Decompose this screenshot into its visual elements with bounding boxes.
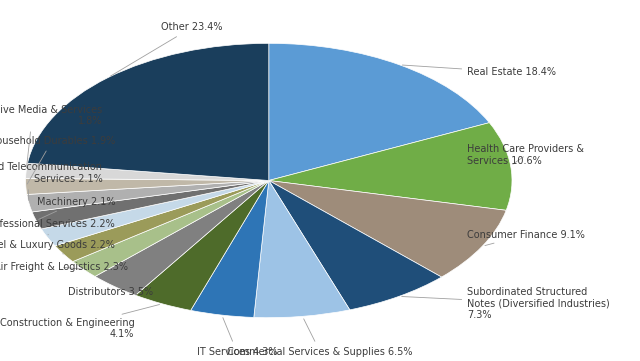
Wedge shape	[269, 123, 512, 210]
Text: Commercial Services & Supplies 6.5%: Commercial Services & Supplies 6.5%	[227, 319, 413, 357]
Wedge shape	[27, 180, 269, 212]
Text: Subordinated Structured
Notes (Diversified Industries)
7.3%: Subordinated Structured Notes (Diversifi…	[402, 287, 610, 320]
Text: Consumer Finance 9.1%: Consumer Finance 9.1%	[467, 230, 585, 245]
Wedge shape	[32, 180, 269, 229]
Wedge shape	[136, 180, 269, 310]
Wedge shape	[73, 180, 269, 277]
Text: Real Estate 18.4%: Real Estate 18.4%	[403, 65, 556, 77]
Text: Household Durables 1.9%: Household Durables 1.9%	[0, 136, 115, 184]
Wedge shape	[26, 163, 269, 180]
Wedge shape	[42, 180, 269, 246]
Wedge shape	[95, 180, 269, 295]
Wedge shape	[191, 180, 269, 317]
Text: Construction & Engineering
4.1%: Construction & Engineering 4.1%	[0, 304, 159, 339]
Text: IT Services 4.3%: IT Services 4.3%	[196, 318, 277, 357]
Wedge shape	[55, 180, 269, 262]
Text: Professional Services 2.2%: Professional Services 2.2%	[0, 219, 115, 235]
Text: Other 23.4%: Other 23.4%	[111, 22, 223, 76]
Text: Textiles, Apparel & Luxury Goods 2.2%: Textiles, Apparel & Luxury Goods 2.2%	[0, 240, 115, 254]
Text: Air Freight & Logistics 2.3%: Air Freight & Logistics 2.3%	[0, 262, 128, 272]
Text: Machinery 2.1%: Machinery 2.1%	[36, 197, 115, 219]
Wedge shape	[254, 180, 350, 318]
Wedge shape	[269, 180, 442, 310]
Text: Health Care Providers &
Services 10.6%: Health Care Providers & Services 10.6%	[467, 144, 584, 166]
Wedge shape	[26, 178, 269, 195]
Text: Interactive Media & Services
1.8%: Interactive Media & Services 1.8%	[0, 105, 102, 168]
Wedge shape	[269, 43, 490, 180]
Text: Distributors 3.5%: Distributors 3.5%	[68, 287, 154, 297]
Text: Diversified Telecommunication
Services 2.1%: Diversified Telecommunication Services 2…	[0, 162, 102, 200]
Wedge shape	[269, 180, 506, 277]
Wedge shape	[28, 43, 269, 180]
